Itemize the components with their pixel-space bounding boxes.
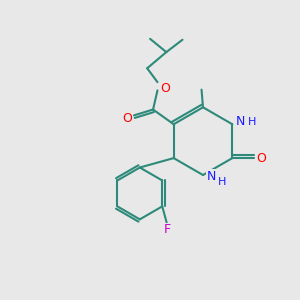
Text: H: H: [218, 176, 226, 187]
Text: F: F: [164, 224, 171, 236]
Text: N: N: [236, 116, 245, 128]
Text: O: O: [256, 152, 266, 165]
Text: N: N: [207, 170, 216, 183]
Text: H: H: [248, 117, 256, 127]
Text: O: O: [122, 112, 132, 125]
Text: O: O: [160, 82, 170, 94]
